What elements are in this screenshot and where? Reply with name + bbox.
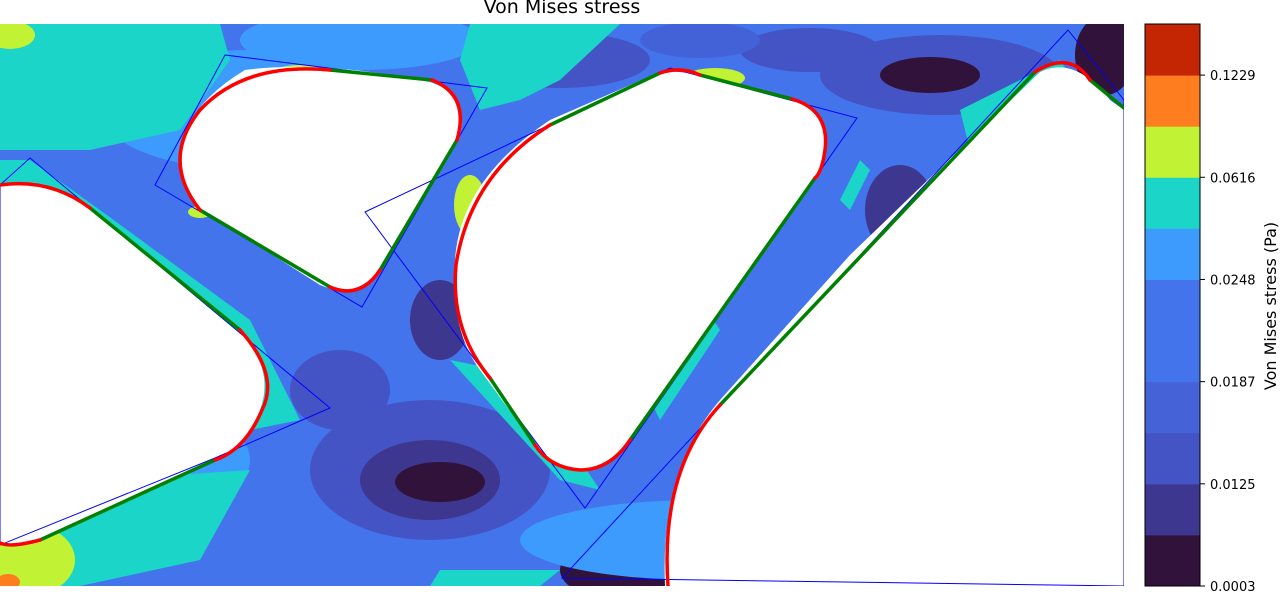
colorbar-tick-label: 0.1229 [1210, 69, 1256, 84]
colorbar-tick-label: 0.0187 [1210, 376, 1256, 391]
contour-field [0, 24, 1124, 586]
colorbar-tick-label: 0.0125 [1210, 478, 1256, 493]
colorbar-tick-label: 0.0616 [1210, 171, 1256, 186]
colorbar-band [1145, 177, 1200, 229]
colorbar-band [1145, 279, 1200, 332]
colorbar-label: Von Mises stress (Pa) [1261, 222, 1280, 390]
colorbar-band [1145, 483, 1200, 536]
colorbar-band [1145, 228, 1200, 280]
colorbar-frame [1144, 23, 1201, 587]
colorbar-band [1145, 75, 1200, 127]
colorbar-band [1145, 432, 1200, 485]
colorbar-band [1145, 381, 1200, 434]
colorbar-band [1145, 330, 1200, 383]
colorbar-band [1145, 534, 1200, 587]
colorbar-tick-label: 0.0003 [1210, 580, 1256, 594]
colorbar-band [1145, 24, 1200, 76]
colorbar-band [1145, 126, 1200, 178]
colorbar-tick-label: 0.0248 [1210, 273, 1256, 288]
colorbar: 0.0003 0.0125 0.0187 0.0248 0.0616 0.1229 [1144, 23, 1256, 594]
chart-title: Von Mises stress [483, 0, 641, 18]
